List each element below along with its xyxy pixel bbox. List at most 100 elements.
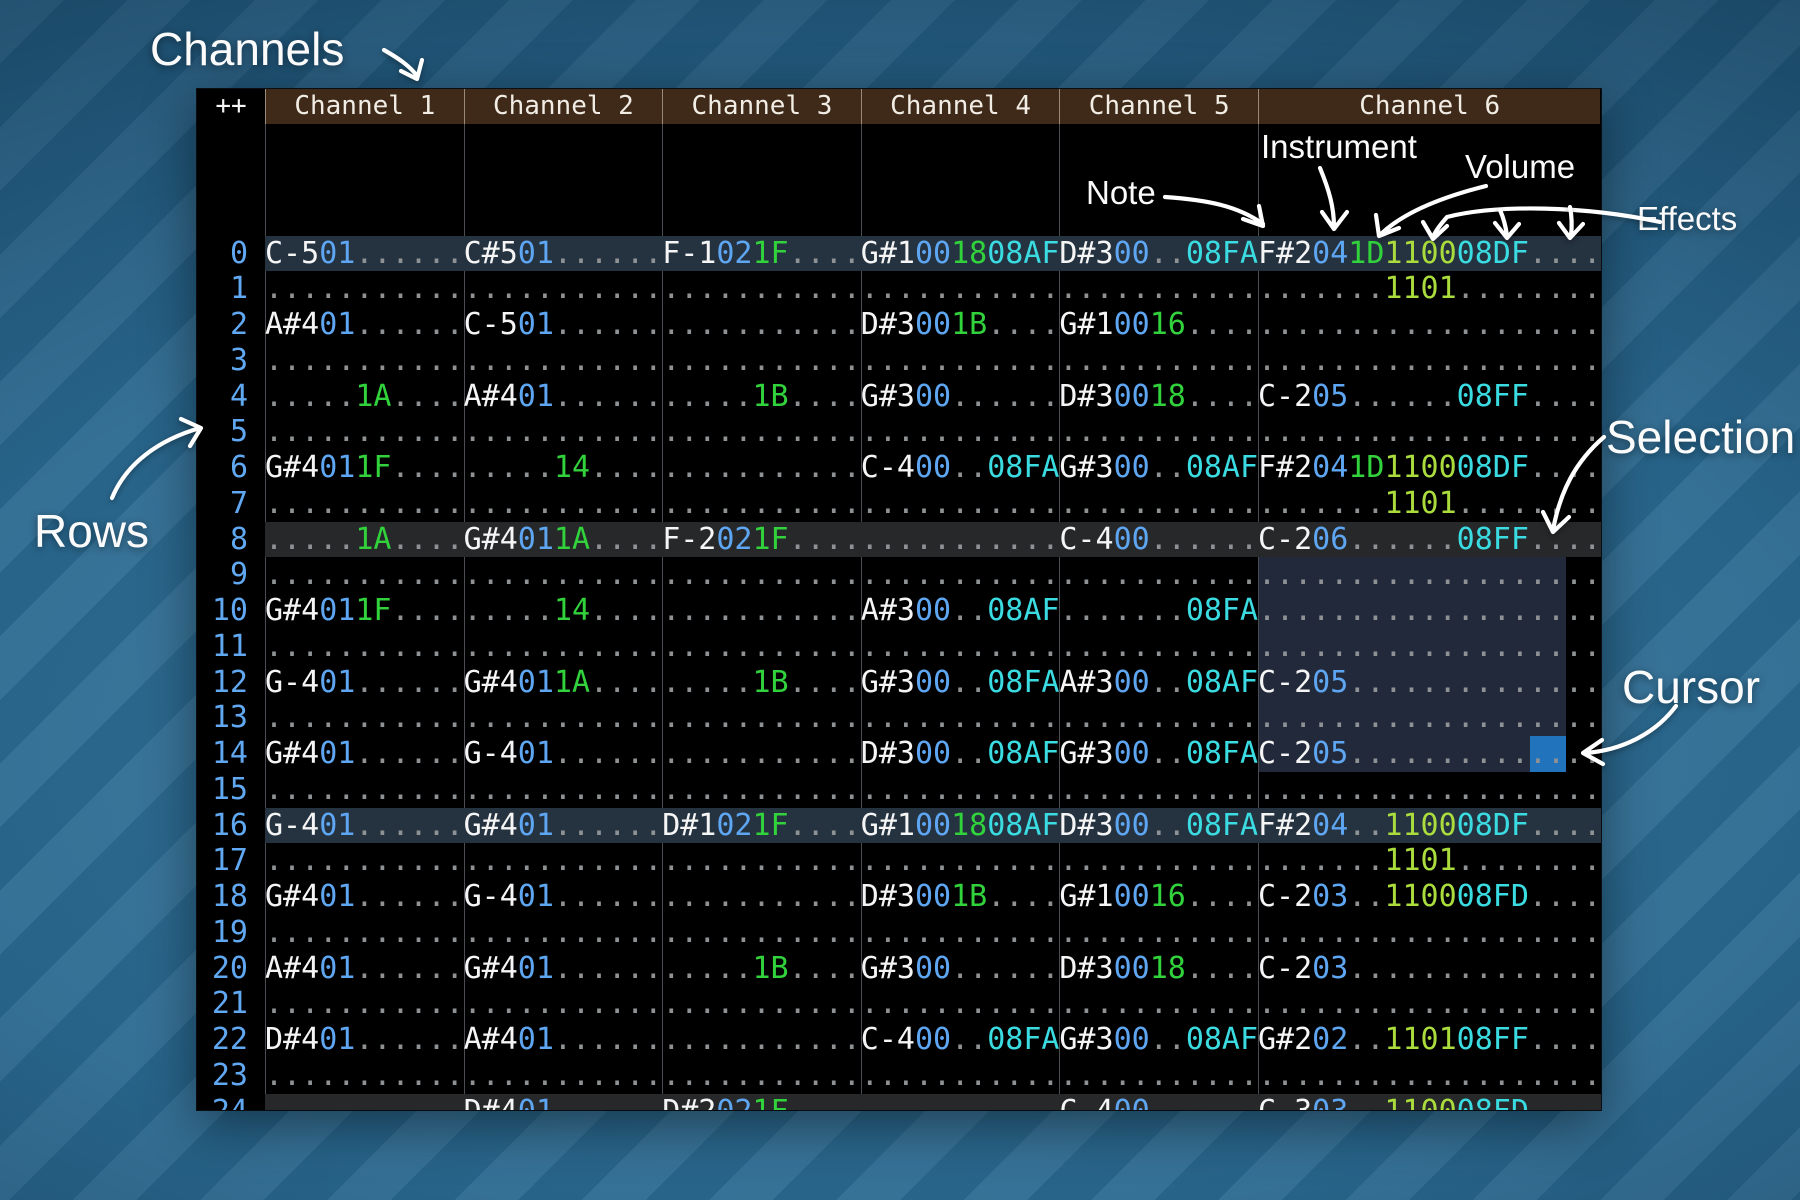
pattern-cell[interactable]: C-203..110008FD.... (1258, 879, 1600, 915)
pattern-cell[interactable]: G#10016.... (1059, 879, 1258, 915)
pattern-cell[interactable]: ........... (861, 915, 1060, 951)
pattern-cell[interactable]: C-501...... (265, 236, 464, 272)
pattern-cell[interactable]: C-205.............. (1258, 736, 1600, 772)
pattern-cell[interactable]: D#401...... (265, 1022, 464, 1058)
pattern-corner-button[interactable]: ++ (197, 89, 265, 124)
pattern-cell[interactable]: ........... (265, 557, 464, 593)
pattern-cell[interactable]: ........... (265, 629, 464, 665)
pattern-cell[interactable]: ........... (464, 843, 663, 879)
pattern-cell[interactable]: ........... (464, 629, 663, 665)
pattern-cell[interactable]: G#401...... (464, 808, 663, 844)
pattern-cell[interactable]: G#4011F.... (265, 593, 464, 629)
pattern-cell[interactable]: ........... (265, 271, 464, 307)
pattern-cell[interactable]: F-1021F.... (662, 236, 861, 272)
pattern-cell[interactable]: ........... (662, 1022, 861, 1058)
pattern-cell[interactable]: ........... (662, 343, 861, 379)
pattern-cell[interactable]: ........... (1059, 343, 1258, 379)
pattern-cell[interactable]: ........... (662, 843, 861, 879)
pattern-cell[interactable]: ........... (265, 486, 464, 522)
pattern-cell[interactable]: ........... (662, 879, 861, 915)
pattern-cell[interactable]: F#2041D110008DF.... (1258, 236, 1600, 272)
pattern-cell[interactable]: ........... (662, 271, 861, 307)
pattern-cell[interactable]: ........... (861, 343, 1060, 379)
channel-header-4[interactable]: Channel 4 (860, 89, 1060, 124)
pattern-cell[interactable]: ........... (662, 772, 861, 808)
pattern-cell[interactable]: G#10016.... (1059, 307, 1258, 343)
pattern-cell[interactable]: ........... (662, 629, 861, 665)
pattern-cell[interactable]: C-303..110008FD.... (1258, 1094, 1600, 1110)
pattern-cell[interactable]: G-401...... (464, 736, 663, 772)
pattern-cell[interactable]: .......1101........ (1258, 843, 1600, 879)
pattern-cell[interactable]: ................... (1258, 915, 1600, 951)
pattern-cell[interactable]: ........... (662, 414, 861, 450)
pattern-cell[interactable]: .....1B.... (662, 665, 861, 701)
pattern-cell[interactable]: ........... (1059, 557, 1258, 593)
pattern-cell[interactable]: ........... (861, 1094, 1060, 1110)
pattern-cell[interactable]: G#300...... (861, 379, 1060, 415)
pattern-cell[interactable]: ................... (1258, 700, 1600, 736)
pattern-cell[interactable]: A#401...... (464, 379, 663, 415)
pattern-cell[interactable]: ........... (464, 1058, 663, 1094)
pattern-cell[interactable]: ........... (662, 307, 861, 343)
pattern-cell[interactable]: ........... (1059, 486, 1258, 522)
pattern-cell[interactable]: ........... (464, 414, 663, 450)
pattern-cell[interactable]: G#300...... (861, 951, 1060, 987)
pattern-cell[interactable]: G#202..110108FF.... (1258, 1022, 1600, 1058)
pattern-cell[interactable]: ........... (662, 700, 861, 736)
channel-header-3[interactable]: Channel 3 (662, 89, 861, 124)
pattern-cell[interactable]: D#1021F.... (662, 808, 861, 844)
pattern-cell[interactable]: ........... (662, 486, 861, 522)
pattern-cell[interactable]: ........... (662, 593, 861, 629)
pattern-cell[interactable]: G-401...... (464, 879, 663, 915)
pattern-cell[interactable]: ........... (861, 986, 1060, 1022)
pattern-cell[interactable]: .....14.... (464, 593, 663, 629)
pattern-cell[interactable]: ........... (662, 986, 861, 1022)
pattern-cell[interactable]: .......08FA (1059, 593, 1258, 629)
pattern-cell[interactable]: G#401...... (265, 879, 464, 915)
pattern-cell[interactable]: ........... (1059, 629, 1258, 665)
pattern-cell[interactable]: ........... (861, 271, 1060, 307)
pattern-cell[interactable]: G#1001808AF (861, 236, 1060, 272)
pattern-cell[interactable]: ........... (265, 986, 464, 1022)
pattern-cell[interactable]: D#30018.... (1059, 951, 1258, 987)
pattern-cell[interactable]: ........... (265, 414, 464, 450)
pattern-cell[interactable]: ........... (1059, 414, 1258, 450)
pattern-cell[interactable]: G#300..08FA (861, 665, 1060, 701)
pattern-cell[interactable]: ........... (464, 271, 663, 307)
pattern-cell[interactable]: ........... (1059, 772, 1258, 808)
pattern-cell[interactable]: G-401...... (265, 808, 464, 844)
pattern-cell[interactable]: G#4011F.... (265, 450, 464, 486)
pattern-cell[interactable]: .....1B.... (662, 951, 861, 987)
pattern-cell[interactable]: ................... (1258, 593, 1600, 629)
pattern-cell[interactable]: ........... (265, 700, 464, 736)
pattern-cell[interactable]: ........... (265, 915, 464, 951)
pattern-cell[interactable]: D#300..08FA (1059, 236, 1258, 272)
pattern-cell[interactable]: ........... (662, 736, 861, 772)
pattern-cell[interactable]: D#3001B.... (861, 307, 1060, 343)
pattern-cell[interactable]: C-400..08FA (861, 1022, 1060, 1058)
channel-header-6[interactable]: Channel 6 (1257, 89, 1601, 124)
pattern-cell[interactable]: .....1A.... (265, 379, 464, 415)
pattern-cell[interactable]: ........... (1059, 700, 1258, 736)
pattern-cell[interactable]: ........... (265, 843, 464, 879)
pattern-cell[interactable]: D#300..08FA (1059, 808, 1258, 844)
pattern-cell[interactable]: D#401...... (464, 1094, 663, 1110)
pattern-cell[interactable]: ................... (1258, 557, 1600, 593)
pattern-cell[interactable]: ........... (861, 414, 1060, 450)
pattern-cell[interactable]: C-501...... (464, 307, 663, 343)
pattern-cell[interactable]: ........... (861, 700, 1060, 736)
pattern-cell[interactable]: G#300..08AF (1059, 450, 1258, 486)
pattern-cell[interactable]: ........... (464, 557, 663, 593)
pattern-cell[interactable]: ................... (1258, 414, 1600, 450)
pattern-cell[interactable]: ........... (861, 486, 1060, 522)
pattern-cell[interactable]: A#300..08AF (861, 593, 1060, 629)
pattern-cell[interactable]: ........... (662, 450, 861, 486)
pattern-cell[interactable]: G#4011A.... (464, 665, 663, 701)
pattern-cell[interactable]: F#2041D110008DF.... (1258, 450, 1600, 486)
pattern-cell[interactable]: ........... (861, 843, 1060, 879)
pattern-cell[interactable]: ........... (1059, 271, 1258, 307)
pattern-cell[interactable]: C-205......08FF.... (1258, 379, 1600, 415)
pattern-cell[interactable]: D#300..08AF (861, 736, 1060, 772)
pattern-cell[interactable]: ........... (861, 629, 1060, 665)
pattern-cell[interactable]: ........... (662, 557, 861, 593)
